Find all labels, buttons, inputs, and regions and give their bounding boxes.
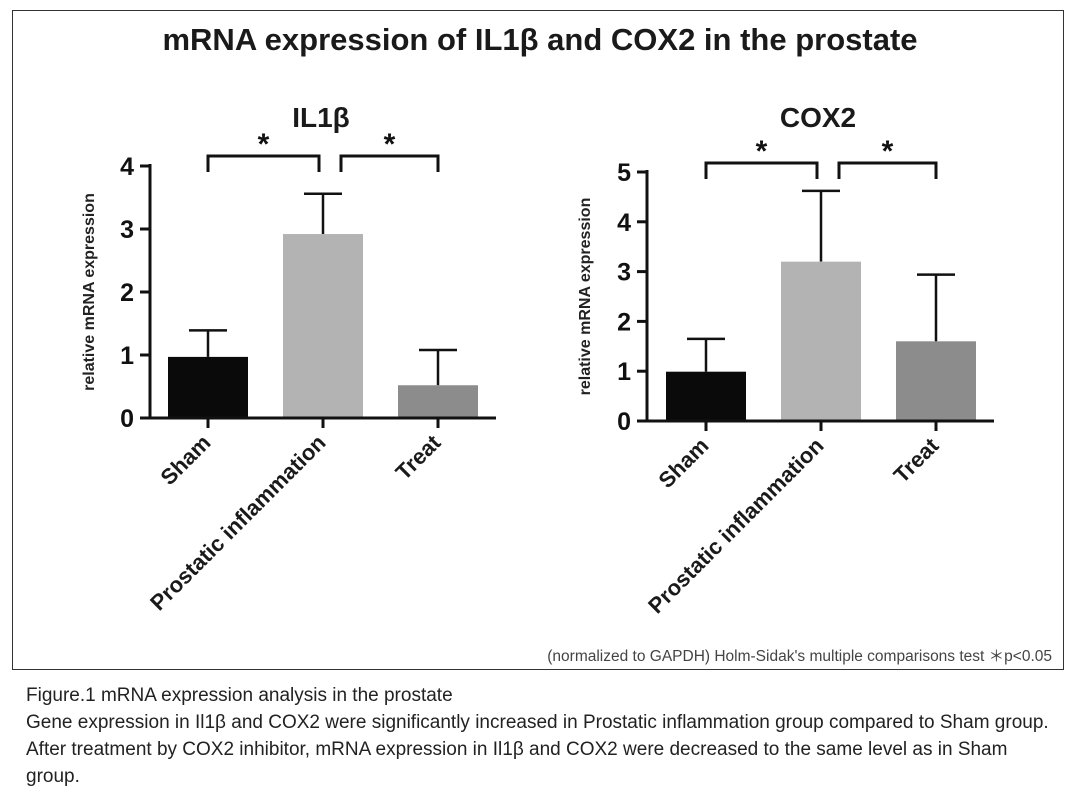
figure-title: mRNA expression of IL1β and COX2 in the … (162, 22, 918, 57)
significance-bracket (837, 161, 938, 179)
y-tick-label: 5 (617, 159, 631, 187)
bar-1 (168, 356, 248, 418)
significance-star: * (258, 128, 270, 161)
bar-3 (896, 341, 976, 421)
x-tick-label: Treat (391, 429, 446, 484)
stats-footnote: (normalized to GAPDH) Holm-Sidak's multi… (547, 648, 1052, 665)
bar-2 (283, 234, 363, 418)
chart-title: COX2 (780, 102, 856, 133)
bar-3 (398, 385, 478, 418)
y-tick-label: 3 (617, 259, 631, 287)
y-tick-label: 2 (120, 279, 134, 307)
x-tick-label: Sham (155, 430, 215, 490)
significance-star: * (882, 135, 894, 168)
y-tick-label: 4 (617, 209, 631, 237)
significance-star: * (756, 135, 768, 168)
significance-bracket (704, 161, 819, 179)
y-tick-label: 3 (120, 216, 134, 244)
caption-heading: Figure.1 mRNA expression analysis in the… (26, 685, 453, 706)
y-tick-label: 2 (617, 308, 631, 336)
bar-2 (781, 261, 861, 421)
significance-bracket (206, 154, 321, 172)
y-axis-label: relative mRNA expression (81, 193, 98, 391)
y-tick-label: 4 (120, 153, 134, 181)
y-tick-label: 0 (120, 405, 134, 433)
y-tick-label: 1 (120, 342, 134, 370)
y-tick-label: 0 (617, 408, 631, 436)
significance-star: * (384, 128, 396, 161)
caption-body: Gene expression in Il1β and COX2 were si… (26, 712, 1049, 787)
bar-1 (666, 371, 746, 421)
figure-caption: Figure.1 mRNA expression analysis in the… (26, 682, 1066, 790)
figure-frame (12, 10, 1064, 670)
y-tick-label: 1 (617, 358, 631, 386)
x-tick-label: Sham (653, 433, 713, 493)
y-axis-label: relative mRNA expression (577, 198, 594, 396)
significance-bracket (339, 154, 440, 172)
x-tick-label: Treat (889, 432, 944, 487)
chart-title: IL1β (292, 102, 350, 133)
